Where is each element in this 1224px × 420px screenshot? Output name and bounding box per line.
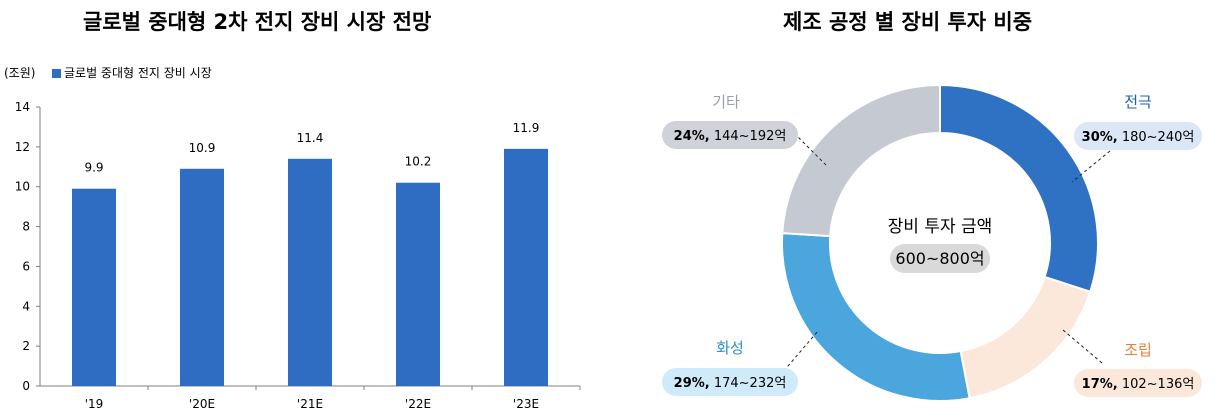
slice-value-pill	[662, 368, 798, 396]
slice-value-pill	[1074, 369, 1202, 397]
slice-value-pill	[662, 121, 798, 149]
center-label: 장비 투자 금액	[888, 217, 993, 237]
donut-slice	[939, 83, 1099, 294]
slice-range: 144~192억	[710, 129, 787, 144]
y-tick-label: 6	[22, 259, 30, 273]
bar-value-label: 10.2	[405, 155, 432, 169]
x-tick-label: '21E	[297, 397, 323, 411]
x-tick-label: '22E	[405, 397, 431, 411]
bar	[504, 148, 548, 386]
bar-chart: (조원) 글로벌 중대형 전지 장비 시장 0 2 4 6 8 10 12 14 9.9 '19 1…	[4, 66, 581, 411]
slice-name-label: 화성	[716, 339, 744, 357]
slice-name-label: 조립	[1124, 341, 1152, 359]
x-tick-label: '23E	[513, 397, 539, 411]
slice-name-label: 기타	[712, 93, 740, 111]
slice-value-label: 30%, 180~240억	[1082, 130, 1195, 145]
legend-label: 글로벌 중대형 전지 장비 시장	[64, 66, 212, 80]
slice-range: 174~232억	[710, 376, 787, 391]
slice-percent: 29%,	[674, 376, 710, 391]
slice-name-label: 전극	[1124, 93, 1152, 111]
bar-chart-title: 글로벌 중대형 2차 전지 장비 시장 전망	[83, 10, 432, 34]
slice-value-label: 17%, 102~136억	[1082, 377, 1195, 392]
x-tick-label: '19	[85, 397, 104, 411]
y-tick-label: 12	[15, 140, 30, 154]
y-tick-label: 10	[15, 180, 30, 194]
donut-slice	[959, 275, 1092, 400]
bar	[72, 188, 116, 386]
y-tick-label: 4	[22, 299, 30, 313]
bar	[180, 168, 224, 386]
donut-slice	[781, 232, 971, 402]
bar-value-label: 10.9	[189, 141, 216, 155]
slice-value-pill	[1074, 122, 1202, 150]
leader-line	[1062, 329, 1103, 364]
legend-swatch	[52, 69, 61, 78]
slice-value-label: 29%, 174~232억	[674, 376, 787, 391]
slice-range: 180~240억	[1118, 130, 1195, 145]
bar	[288, 158, 332, 386]
leader-line	[1071, 150, 1111, 183]
center-value-pill	[890, 244, 990, 273]
bar-value-label: 11.9	[513, 121, 540, 135]
y-tick-label: 8	[22, 220, 30, 234]
donut-chart-title: 제조 공정 별 장비 투자 비중	[783, 10, 1033, 34]
x-tick-label: '20E	[189, 397, 215, 411]
slice-range: 102~136억	[1118, 377, 1195, 392]
bar-value-label: 9.9	[84, 161, 103, 175]
slice-percent: 30%,	[1082, 130, 1118, 145]
bar-value-label: 11.4	[297, 131, 324, 145]
leader-line	[775, 330, 819, 381]
y-tick-label: 0	[22, 379, 30, 393]
slice-percent: 24%,	[674, 129, 710, 144]
slice-value-label: 24%, 144~192억	[674, 129, 787, 144]
donut-slice	[781, 83, 941, 238]
bar	[396, 182, 440, 386]
y-tick-label: 14	[15, 100, 30, 114]
unit-label: (조원)	[4, 66, 35, 80]
y-tick-label: 2	[22, 339, 30, 353]
center-value: 600~800억	[895, 249, 984, 268]
slice-percent: 17%,	[1082, 377, 1118, 392]
